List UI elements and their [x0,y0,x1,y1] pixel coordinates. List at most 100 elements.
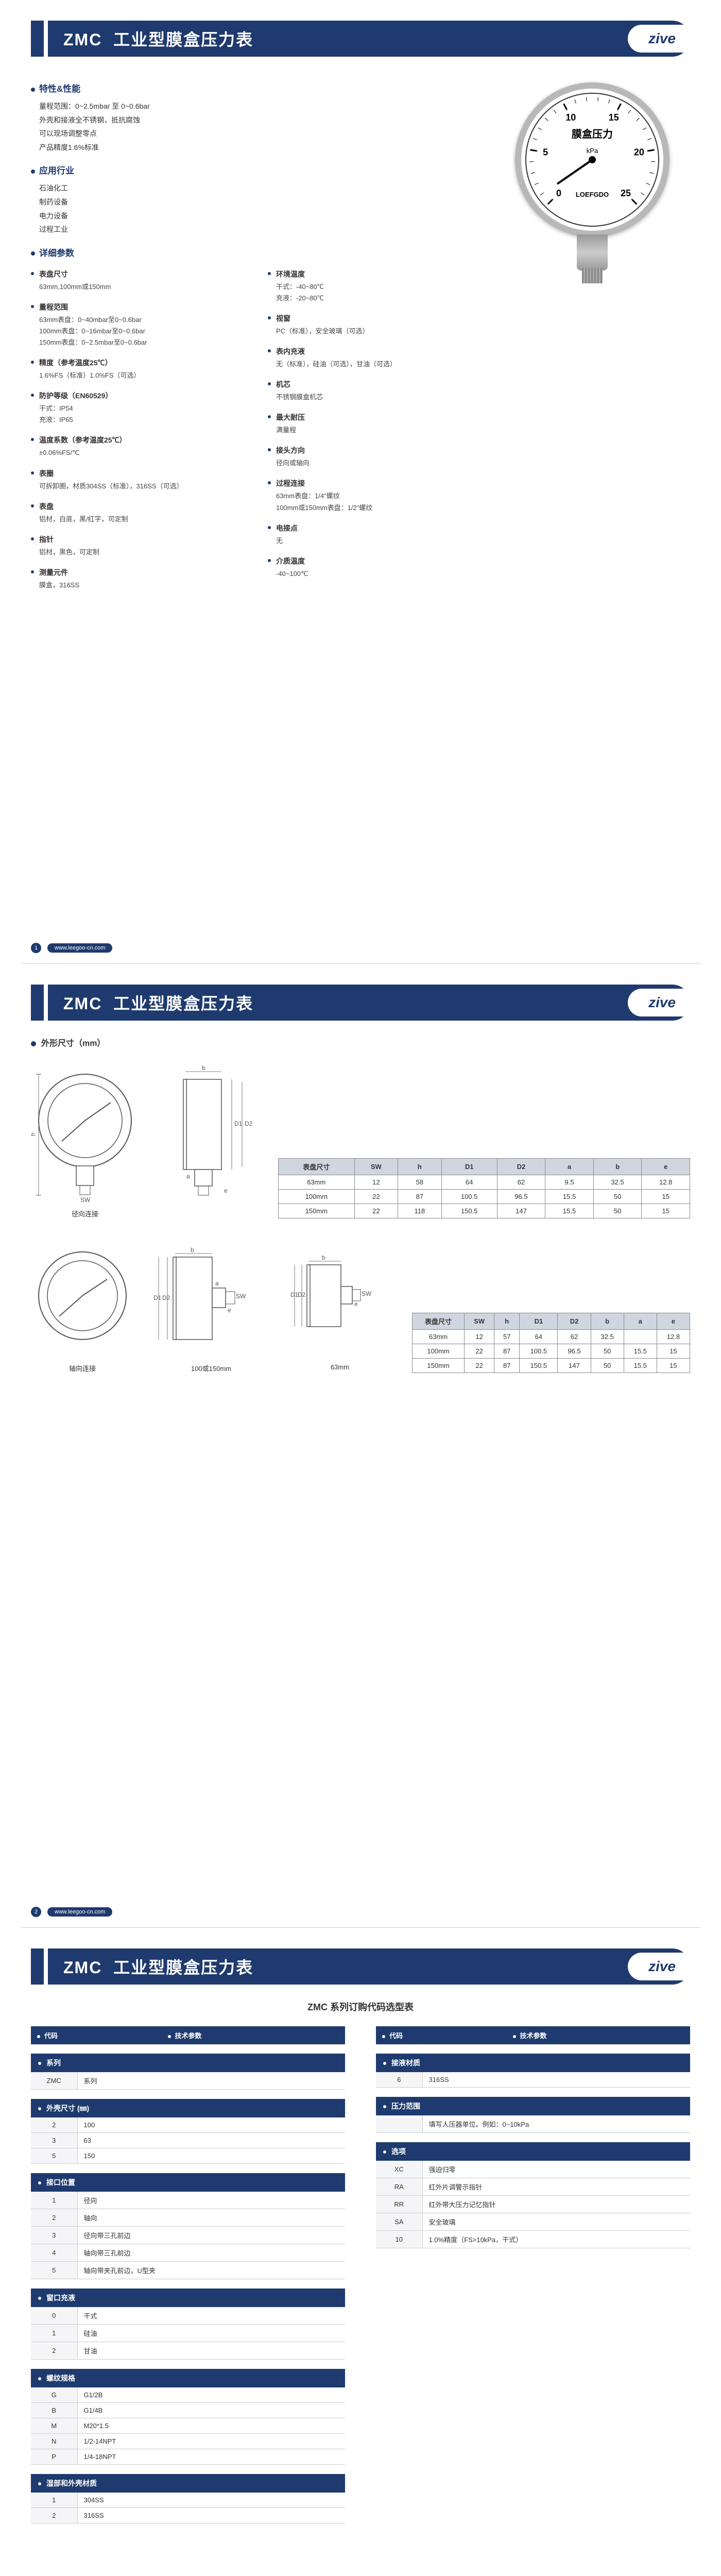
code-row: 6316SS [376,2072,690,2088]
spec-value: 径向或轴向 [276,457,474,469]
code-cell: 4 [31,2244,77,2262]
code-cell: 红外片调警示指针 [422,2178,690,2196]
table-header: a [545,1159,594,1175]
radial-side-view: b D1 D2 a e [154,1064,258,1218]
code-cell: N [31,2434,77,2449]
code-cell: 0 [31,2307,77,2325]
code-cell: 轴向带三孔前边 [77,2244,345,2262]
table-header: D1 [520,1313,558,1330]
code-table: 1径向2轴向3径向带三孔前边4轴向带三孔前边5轴向带夹孔前边，U型夹 [31,2192,345,2279]
spec-item: 最大耐压满量程 [268,412,474,436]
code-cell: 1 [31,2325,77,2342]
specs-col-right: 环境温度干式：-40~80℃充液：-20~80℃视窗PC（标准），安全玻璃（可选… [268,269,474,600]
table-header: D1 [441,1159,497,1175]
code-columns: 代码技术参数系列ZMC系列外壳尺寸 (㎜)21003635150接口位置1径向2… [31,2026,690,2523]
header-main: ZMC 工业型膜盒压力表 zive [48,21,690,57]
code-cell: 3 [31,2227,77,2244]
table-row: 150mm22118150.514715.55015 [279,1204,690,1218]
table-cell: 32.5 [591,1330,624,1344]
svg-text:e: e [354,1300,358,1308]
code-th: 技术参数 [507,2026,690,2044]
section-title-apps: 应用行业 [31,163,474,176]
svg-text:e: e [228,1307,231,1314]
spec-value: 铝材，白底，黑/红字，可定制 [39,514,237,525]
code-col-right: 代码技术参数接液材质6316SS压力范围填写人压器单位。例如：0~10kPa选项… [376,2026,690,2523]
table-row: 100mm2287100.596.515.55015 [279,1190,690,1204]
spec-item: 防护等级（EN60529）干式：IP54充液：IP65 [31,391,237,426]
code-row: 0干式 [31,2307,345,2325]
table-cell: 32.5 [593,1175,642,1190]
code-cell: 强迫归零 [422,2161,690,2178]
table-cell: 63mm [413,1330,465,1344]
code-cell: 10 [376,2231,422,2248]
table-cell: 62 [497,1175,545,1190]
code-row: 填写人压器单位。例如：0~10kPa [376,2115,690,2133]
footer-url: www.leegoo-cn.com [47,943,112,953]
code-row: 1径向 [31,2192,345,2209]
code-cell: 1.0%精度（FS>10kPa，干式） [422,2231,690,2248]
code-row: 1硅油 [31,2325,345,2342]
code-cell: 304SS [77,2493,345,2508]
specs-columns: 表盘尺寸63mm,100mm或150mm量程范围63mm表盘：0~40mbar至… [31,269,474,600]
table-header: a [624,1313,657,1330]
code-row: 4轴向带三孔前边 [31,2244,345,2262]
page-number: 1 [31,943,41,953]
page-footer: 2 www.leegoo-cn.com [31,1907,690,1917]
spec-label: 环境温度 [276,269,474,279]
svg-text:D2: D2 [245,1120,253,1127]
axial-drawings: 轴向连接 b D2 D1 SW a e 100或150mm b D2 D1 [31,1244,391,1373]
svg-text:20: 20 [634,147,644,158]
spec-label: 接头方向 [276,445,474,455]
header-logo: zive [628,1953,691,1980]
radial-caption: 径向连接 [31,1209,139,1218]
svg-text:b: b [322,1254,325,1261]
table-cell: 100mm [413,1344,465,1359]
page-footer: 1 www.leegoo-cn.com [31,943,690,953]
table-cell: 22 [354,1204,398,1218]
spec-label: 视窗 [276,313,474,324]
code-cell: M [31,2418,77,2434]
code-cell: 2 [31,2508,77,2523]
spec-value: -40~100℃ [276,568,474,580]
code-cell: RA [376,2178,422,2196]
gauge-stem [577,234,608,270]
gauge-dial: 0510152025 膜盒压力 kPa LOEFGDO [515,82,670,237]
table-cell: 147 [497,1204,545,1218]
table-cell: 150.5 [441,1204,497,1218]
radial-drawings: h SW 径向连接 b D1 D2 a e [31,1064,258,1218]
radial-side-svg: b D1 D2 a e [154,1064,258,1203]
spec-item: 表内充液无（标准），硅油（可选），甘油（可选） [268,346,474,370]
code-cell: 5 [31,2148,77,2164]
table-cell: 100.5 [520,1344,558,1359]
table-cell: 50 [591,1344,624,1359]
table-cell: 64 [520,1330,558,1344]
svg-text:h: h [31,1132,37,1136]
header-title: ZMC 工业型膜盒压力表 [63,1955,253,1978]
svg-text:0: 0 [556,188,561,198]
code-cell: 轴向 [77,2209,345,2227]
page-number: 2 [31,1907,41,1917]
axial-side-large-svg: b D2 D1 SW a e [149,1244,273,1358]
spec-item: 精度（参考温度25℃）1.6%FS（标准）1.0%FS（可选） [31,358,237,381]
header-main: ZMC 工业型膜盒压力表 zive [48,985,690,1021]
code-row: 3径向带三孔前边 [31,2227,345,2244]
spec-value: 干式：IP54充液：IP65 [39,403,237,426]
code-cell: 316SS [77,2508,345,2523]
table-cell: 100mm [279,1190,355,1204]
gauge-ticks-svg: 0510152025 膜盒压力 kPa LOEFGDO [521,89,663,231]
svg-text:10: 10 [565,112,576,123]
table-row: 150mm2287150.51475015.515 [413,1359,690,1373]
spec-value: 无 [276,535,474,547]
table-cell: 96.5 [558,1344,591,1359]
code-cell: 2 [31,2342,77,2360]
code-row: 5150 [31,2148,345,2164]
table-cell: 87 [494,1359,520,1373]
table-cell: 22 [465,1344,494,1359]
table-cell [624,1330,657,1344]
dim-section-axial: 轴向连接 b D2 D1 SW a e 100或150mm b D2 D1 [31,1244,690,1373]
code-row: ZMC系列 [31,2072,345,2090]
axial-small-caption: 63mm [288,1363,391,1371]
spec-item: 量程范围63mm表盘：0~40mbar至0~0.6bar100mm表盘：0~16… [31,302,237,348]
footer-url: www.leegoo-cn.com [47,1907,112,1917]
code-cell: 安全玻璃 [422,2213,690,2231]
